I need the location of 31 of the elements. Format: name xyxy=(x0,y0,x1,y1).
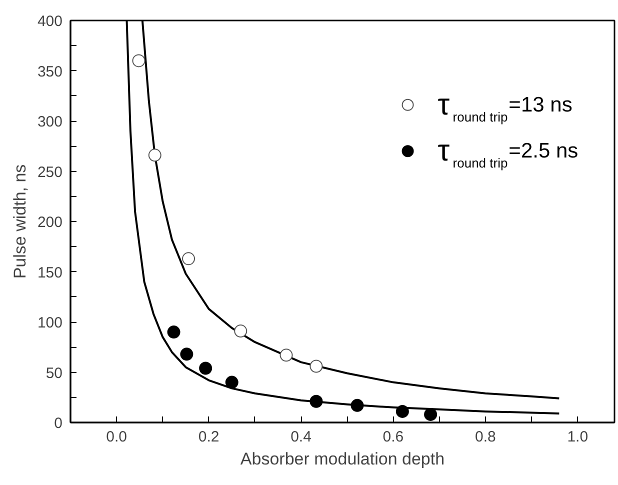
x-tick-label: 0.6 xyxy=(382,428,404,446)
point xyxy=(199,362,212,375)
y-tick-label: 50 xyxy=(46,364,63,382)
x-tick-label: 1.0 xyxy=(567,428,588,446)
x-axis-title: Absorber modulation depth xyxy=(240,450,445,468)
y-tick-label: 350 xyxy=(37,63,63,80)
y-tick-label: 0 xyxy=(54,415,62,432)
x-tick-label: 0.0 xyxy=(106,428,128,446)
point xyxy=(280,348,293,362)
point xyxy=(148,148,162,162)
y-tick-label: 100 xyxy=(37,314,63,332)
point xyxy=(182,252,196,266)
point xyxy=(180,348,194,361)
point xyxy=(167,326,180,339)
y-tick-label: 200 xyxy=(37,214,63,231)
x-tick-label: 0.4 xyxy=(290,428,312,446)
y-tick-label: 300 xyxy=(37,114,63,130)
point xyxy=(225,376,238,389)
y-axis-title: Pulse width, ns xyxy=(10,164,30,279)
y-tick-label: 250 xyxy=(37,164,63,181)
x-tick-label: 0.8 xyxy=(474,428,496,446)
point xyxy=(132,54,146,68)
point xyxy=(424,408,438,421)
point xyxy=(310,394,323,408)
y-tick-label: 400 xyxy=(37,13,63,30)
y-tick-label: 150 xyxy=(37,264,63,282)
point xyxy=(396,404,409,418)
x-tick-label: 0.2 xyxy=(198,428,220,446)
point xyxy=(234,324,248,338)
point xyxy=(310,360,323,373)
point xyxy=(350,398,364,412)
